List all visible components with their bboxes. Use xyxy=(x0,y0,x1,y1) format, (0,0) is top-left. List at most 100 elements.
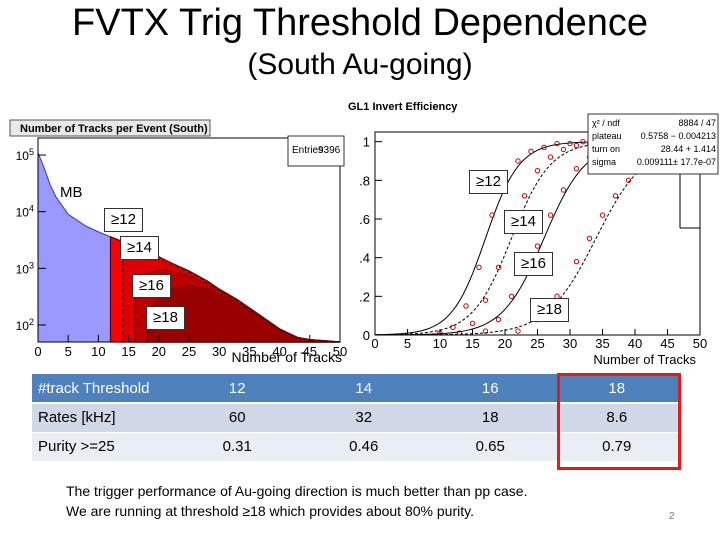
table-row-purity: Purity >=25 0.31 0.46 0.65 0.79 xyxy=(32,432,680,461)
tag-left-16: ≥16 xyxy=(132,274,171,298)
x-tick-label: 0 xyxy=(371,336,378,351)
efficiency-point xyxy=(554,140,560,147)
x-tick-label: 0 xyxy=(34,344,41,359)
efficiency-point xyxy=(534,167,541,174)
x-tick-label: 50 xyxy=(333,344,347,359)
row-label: Purity >=25 xyxy=(32,432,174,461)
efficiency-point xyxy=(599,212,606,218)
x-tick-label: 20 xyxy=(498,336,512,351)
fit-stats-box xyxy=(587,113,719,175)
header-cell: 18 xyxy=(553,374,680,404)
x-tick-label: 25 xyxy=(530,336,544,351)
fit-stat-value: 0.009111± 17.7e-07 xyxy=(637,157,716,167)
efficiency-point xyxy=(541,144,547,151)
y-tick-label: .8 xyxy=(359,173,370,188)
note-line: We are running at threshold ≥18 which pr… xyxy=(66,503,474,519)
table-cell: 8.6 xyxy=(553,403,680,433)
efficiency-point xyxy=(515,158,521,164)
y-tick-label: 103 xyxy=(16,260,34,276)
fit-stat-value: 8884 / 47 xyxy=(678,118,716,128)
efficiency-point xyxy=(456,330,463,336)
tag-left-14: ≥14 xyxy=(120,236,159,260)
efficiency-point xyxy=(573,166,580,172)
fit-stat-label: plateau xyxy=(592,131,622,141)
efficiency-point xyxy=(495,316,502,323)
y-tick-label: .6 xyxy=(359,212,370,227)
tag-left-18: ≥18 xyxy=(146,306,185,330)
y-tick-label: 0 xyxy=(363,328,370,343)
table-cell: 32 xyxy=(300,403,427,433)
x-tick-label: 15 xyxy=(121,344,135,359)
fit-stat-label: turn on xyxy=(592,144,620,154)
x-tick-label: 30 xyxy=(563,336,577,351)
efficiency-point xyxy=(495,264,502,271)
y-tick-label: 104 xyxy=(16,204,34,220)
efficiency-point xyxy=(508,293,515,300)
efficiency-point xyxy=(573,142,580,149)
efficiency-point xyxy=(567,140,573,147)
efficiency-point xyxy=(521,193,528,199)
efficiency-point xyxy=(612,193,619,199)
efficiency-x-axis-label: Number of Tracks xyxy=(593,352,696,367)
table-cell: 60 xyxy=(174,403,301,433)
histogram-title: Number of Tracks per Event (South) xyxy=(20,123,208,135)
table-header-row: #track Threshold 12 14 16 18 xyxy=(32,374,680,404)
fit-stat-value: 0.5758 − 0.004213 xyxy=(641,131,716,141)
x-tick-label: 40 xyxy=(628,336,642,351)
stats-box xyxy=(287,135,345,167)
efficiency-point xyxy=(560,187,567,193)
efficiency-point xyxy=(547,212,554,218)
track-multiplicity-histogram: 0 5 10 15 20 25 30 35 40 45 50 102 103 104 105 Number … xyxy=(0,110,350,372)
efficiency-point xyxy=(515,328,521,334)
efficiency-point xyxy=(489,212,495,218)
x-tick-label: 45 xyxy=(660,336,674,351)
table-cell: 0.46 xyxy=(300,432,427,461)
fit-stat-label: sigma xyxy=(592,157,616,167)
stats-label: Entries xyxy=(292,145,323,156)
table-cell: 18 xyxy=(427,403,554,433)
efficiency-point xyxy=(580,138,586,145)
efficiency-point xyxy=(586,235,593,242)
efficiency-point xyxy=(482,328,489,334)
x-tick-label: 40 xyxy=(272,344,286,359)
table-cell: 0.31 xyxy=(174,432,301,461)
efficiency-point xyxy=(476,264,482,271)
table-cell: 0.79 xyxy=(553,432,680,461)
y-tick-label: .4 xyxy=(359,251,370,266)
threshold-table: #track Threshold 12 14 16 18 Rates [kHz]… xyxy=(32,374,680,461)
efficiency-point xyxy=(463,303,469,309)
tag-left-12: ≥12 xyxy=(104,208,143,232)
x-tick-label: 15 xyxy=(465,336,479,351)
note-line: The trigger performance of Au-going dire… xyxy=(66,483,528,499)
x-axis-label: Number of Tracks xyxy=(232,349,342,365)
fit-stat-label: χ² / ndf xyxy=(592,118,620,128)
efficiency-title: GL1 Invert Efficiency xyxy=(348,101,458,113)
x-tick-label: 5 xyxy=(404,336,411,351)
tag-right-12: ≥12 xyxy=(469,170,508,194)
header-cell: 12 xyxy=(174,374,301,404)
x-tick-label: 10 xyxy=(91,344,105,359)
x-tick-label: 30 xyxy=(212,344,226,359)
y-tick-label: 105 xyxy=(16,147,34,163)
slide-title: FVTX Trig Threshold Dependence xyxy=(72,2,648,44)
tag-right-18: ≥18 xyxy=(530,298,569,322)
efficiency-point xyxy=(482,297,489,303)
x-tick-label: 50 xyxy=(693,336,707,351)
trigger-efficiency-plot: 0 5 10 15 20 25 30 35 40 45 50 0 .2 .4 .6 .8 1 GL1 Inver… xyxy=(340,92,720,370)
tag-right-14: ≥14 xyxy=(504,210,543,234)
x-tick-label: 25 xyxy=(182,344,196,359)
x-tick-label: 5 xyxy=(65,344,72,359)
table-cell: 0.65 xyxy=(427,432,554,461)
efficiency-point xyxy=(625,177,632,184)
x-tick-label: 10 xyxy=(433,336,447,351)
y-tick-label: 102 xyxy=(16,317,34,333)
x-tick-label: 35 xyxy=(242,344,256,359)
fit-stat-value: 28.44 + 1.414 xyxy=(661,144,716,154)
page-number: 2 xyxy=(669,511,675,522)
histogram-title-box xyxy=(9,119,211,137)
efficiency-point xyxy=(528,148,534,155)
table-row-rates: Rates [kHz] 60 32 18 8.6 xyxy=(32,403,680,433)
tag-right-16: ≥16 xyxy=(514,252,553,276)
y-tick-label: 1 xyxy=(363,135,370,150)
header-cell: #track Threshold xyxy=(32,374,174,404)
